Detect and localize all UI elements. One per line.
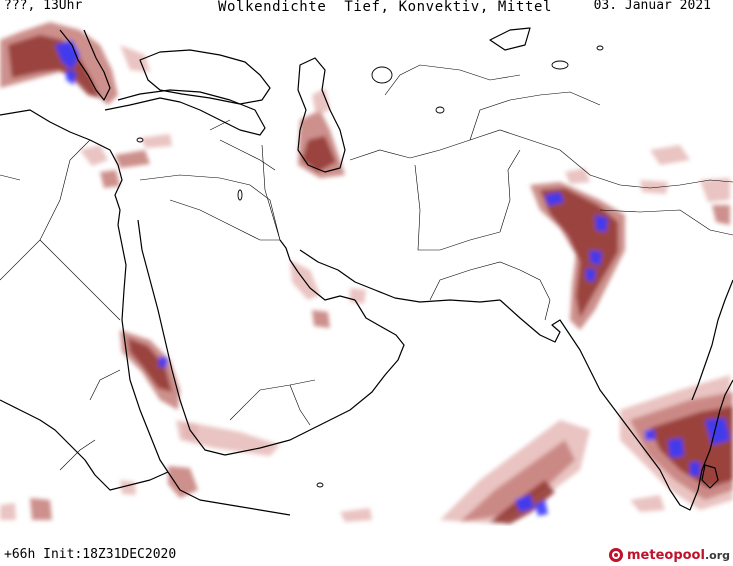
cloud-area-africa bbox=[0, 480, 136, 520]
coast-balkans bbox=[59, 29, 111, 101]
coast-pakistan-india bbox=[499, 299, 733, 511]
meteopool-logo-icon bbox=[609, 548, 623, 562]
coast-red-sea-east bbox=[137, 219, 226, 456]
coast-africa bbox=[0, 399, 169, 491]
forecast-time-label: ???, 13Uhr bbox=[4, 0, 83, 13]
logo-tld: .org bbox=[704, 548, 730, 562]
run-info-label: +66h Init:18Z31DEC2020 bbox=[4, 547, 177, 562]
coast-arabia-south bbox=[224, 299, 405, 456]
cloud-area-north-east bbox=[640, 145, 730, 225]
cloud-area-gulf bbox=[290, 260, 366, 328]
cloud-cover-layer bbox=[0, 22, 733, 524]
coast-caspian bbox=[297, 57, 346, 173]
coast-africa-horn bbox=[167, 471, 291, 516]
cloud-area-red-sea bbox=[120, 330, 280, 498]
map-title: Wolkendichte Tief, Konvektiv, Mittel bbox=[218, 0, 553, 15]
coastline-layer bbox=[0, 27, 733, 516]
coast-black-sea bbox=[139, 49, 271, 105]
logo-name: meteopool bbox=[627, 547, 705, 563]
coast-mediterranean bbox=[0, 109, 123, 226]
coast-sri-lanka bbox=[701, 464, 719, 489]
forecast-date-label: 03. Januar 2021 bbox=[593, 0, 711, 13]
coast-anatolia bbox=[104, 89, 266, 136]
cloud-area-pakistan bbox=[530, 168, 625, 330]
cloud-area-levant bbox=[80, 134, 172, 188]
coast-east-asia bbox=[489, 27, 531, 51]
coast-india-east bbox=[691, 279, 733, 401]
cloud-area-caspian bbox=[298, 88, 345, 178]
cloud-area-arabian-sea bbox=[340, 420, 665, 524]
lakes-layer bbox=[136, 45, 604, 488]
cloud-area-south-india bbox=[620, 375, 733, 510]
cloud-density-map bbox=[0, 22, 733, 524]
coast-persian-gulf bbox=[279, 239, 501, 303]
coast-red-sea-west bbox=[117, 224, 169, 473]
cloud-area-balkans bbox=[0, 22, 150, 105]
border-layer bbox=[0, 64, 733, 471]
meteopool-logo[interactable]: meteopool .org bbox=[608, 545, 730, 565]
